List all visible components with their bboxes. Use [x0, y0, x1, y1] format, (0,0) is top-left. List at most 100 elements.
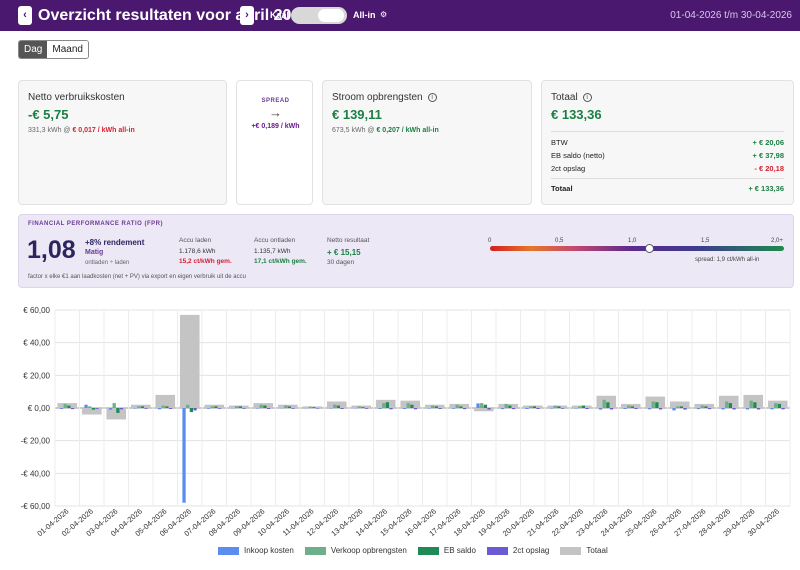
netto-resultaat-label: Netto resultaat — [327, 237, 370, 244]
bar-verkoop-opbrengsten — [455, 404, 459, 408]
netto-resultaat: Netto resultaat + € 15,15 30 dagen — [327, 237, 369, 266]
totaal-title-text: Totaal — [551, 92, 578, 103]
bar-totaal — [645, 396, 666, 408]
y-tick-label: -€ 40,00 — [21, 469, 51, 478]
spread-label: SPREAD — [261, 98, 290, 104]
legend-item[interactable]: Inkoop kosten — [218, 546, 294, 555]
bar-verkoop-opbrengsten — [480, 403, 484, 408]
legend-item[interactable]: EB saldo — [417, 546, 476, 555]
bar-2ct-opslag — [487, 408, 491, 410]
bar-inkoop-kosten — [231, 408, 235, 409]
y-tick-label: € 40,00 — [23, 339, 50, 348]
y-tick-label: € 60,00 — [23, 306, 50, 315]
scale-label: 1,5 — [701, 238, 710, 244]
row-value: + € 37,98 — [752, 151, 785, 160]
info-icon[interactable]: i — [582, 93, 592, 102]
bar-inkoop-kosten — [770, 408, 774, 410]
bar-verkoop-opbrengsten — [88, 406, 92, 408]
legend-item[interactable]: 2ct opslag — [486, 546, 549, 555]
bar-inkoop-kosten — [84, 404, 88, 408]
bar-eb-saldo — [410, 404, 414, 408]
bar-verkoop-opbrengsten — [627, 405, 631, 408]
bar-eb-saldo — [728, 403, 733, 408]
bar-verkoop-opbrengsten — [259, 404, 263, 408]
scale-label: 2,0+ — [771, 238, 783, 244]
accu-ontladen-label: Accu ontladen — [254, 237, 296, 244]
bar-verkoop-opbrengsten — [333, 404, 337, 408]
bar-totaal — [106, 408, 127, 420]
accu-laden: Accu laden 1.178,6 kWh 15,2 ct/kWh gem. — [179, 237, 232, 265]
accu-ontladen-kwh: 1.135,7 kWh — [254, 248, 291, 255]
fpr-footnote: factor x elke €1 aan laadkosten (net + P… — [28, 274, 246, 280]
legend-item[interactable]: Verkoop opbrengsten — [304, 546, 407, 555]
kaal-allin-toggle[interactable] — [291, 7, 347, 24]
bar-totaal — [694, 403, 715, 408]
netto-value: -€ 5,75 — [28, 107, 69, 122]
bar-eb-saldo — [532, 406, 537, 408]
bar-2ct-opslag — [193, 408, 197, 411]
bar-verkoop-opbrengsten — [578, 406, 582, 408]
bar-2ct-opslag — [340, 408, 344, 409]
bar-inkoop-kosten — [304, 408, 309, 409]
bar-2ct-opslag — [560, 408, 565, 409]
bar-eb-saldo — [508, 405, 512, 408]
bar-totaal — [596, 395, 617, 408]
prev-month-button[interactable]: ‹ — [18, 6, 32, 25]
scale-label: 0,5 — [555, 238, 564, 244]
bar-inkoop-kosten — [647, 408, 652, 410]
fpr-scale-marker — [645, 244, 654, 253]
bar-inkoop-kosten — [476, 403, 480, 408]
spread-value: +€ 0,189 / kWh — [251, 123, 300, 130]
bar-eb-saldo — [116, 408, 120, 413]
legend-label: Verkoop opbrengsten — [330, 546, 407, 555]
bar-eb-saldo — [165, 406, 169, 408]
bar-2ct-opslag — [266, 408, 271, 409]
bar-2ct-opslag — [217, 408, 222, 409]
bar-verkoop-opbrengsten — [504, 403, 508, 408]
chevron-right-icon: › — [245, 9, 249, 21]
next-month-button[interactable]: › — [240, 6, 254, 25]
bar-2ct-opslag — [732, 408, 736, 410]
bar-2ct-opslag — [609, 408, 614, 410]
bar-inkoop-kosten — [255, 408, 260, 409]
divider — [551, 131, 784, 132]
toggle-knob — [318, 9, 344, 22]
bar-verkoop-opbrengsten — [431, 405, 435, 408]
bar-eb-saldo — [189, 408, 194, 413]
tab-dag[interactable]: Dag — [19, 41, 48, 58]
stroom-opbrengsten-card: Stroom opbrengsten i € 139,11 673,5 kWh @… — [322, 80, 532, 205]
bar-2ct-opslag — [315, 408, 320, 409]
bar-verkoop-opbrengsten — [137, 406, 141, 408]
bar-totaal — [253, 403, 274, 408]
netto-verbruikskosten-card: Netto verbruikskosten -€ 5,75 331,3 kWh … — [18, 80, 227, 205]
scale-label: 1,0 — [628, 238, 637, 244]
bar-eb-saldo — [336, 405, 341, 408]
accu-ontladen-rate: 17,1 ct/kWh gem. — [254, 258, 307, 265]
bar-2ct-opslag — [683, 408, 687, 410]
bar-2ct-opslag — [70, 408, 75, 410]
accu-ontladen: Accu ontladen 1.135,7 kWh 17,1 ct/kWh ge… — [254, 237, 307, 265]
info-icon[interactable]: i — [427, 93, 437, 102]
bar-inkoop-kosten — [329, 408, 333, 409]
card-title: Totaal i — [551, 92, 592, 103]
bar-totaal — [718, 395, 739, 408]
bar-eb-saldo — [91, 408, 96, 410]
legend-item[interactable]: Totaal — [560, 546, 608, 555]
bar-eb-saldo — [606, 402, 610, 408]
bar-verkoop-opbrengsten — [210, 406, 214, 408]
stroom-sub: 673,5 kWh @ € 0,207 / kWh all-in — [332, 127, 439, 134]
fpr-title: FINANCIAL PERFORMANCE RATIO (FPR) — [28, 221, 163, 227]
view-toggle: Dag Maand — [18, 40, 89, 59]
bar-eb-saldo — [214, 406, 218, 408]
legend-swatch — [486, 546, 508, 555]
breakdown-row-opslag: 2ct opslag - € 20,18 — [551, 164, 784, 173]
bar-eb-saldo — [238, 406, 243, 408]
bar-2ct-opslag — [291, 408, 295, 409]
gear-icon[interactable]: ⚙ — [380, 10, 388, 19]
legend-swatch — [218, 546, 239, 555]
bar-inkoop-kosten — [525, 408, 529, 409]
bar-verkoop-opbrengsten — [651, 401, 655, 408]
date-range: 01-04-2026 t/m 30-04-2026 — [670, 10, 792, 21]
bar-inkoop-kosten — [157, 408, 162, 410]
tab-maand[interactable]: Maand — [47, 41, 88, 58]
